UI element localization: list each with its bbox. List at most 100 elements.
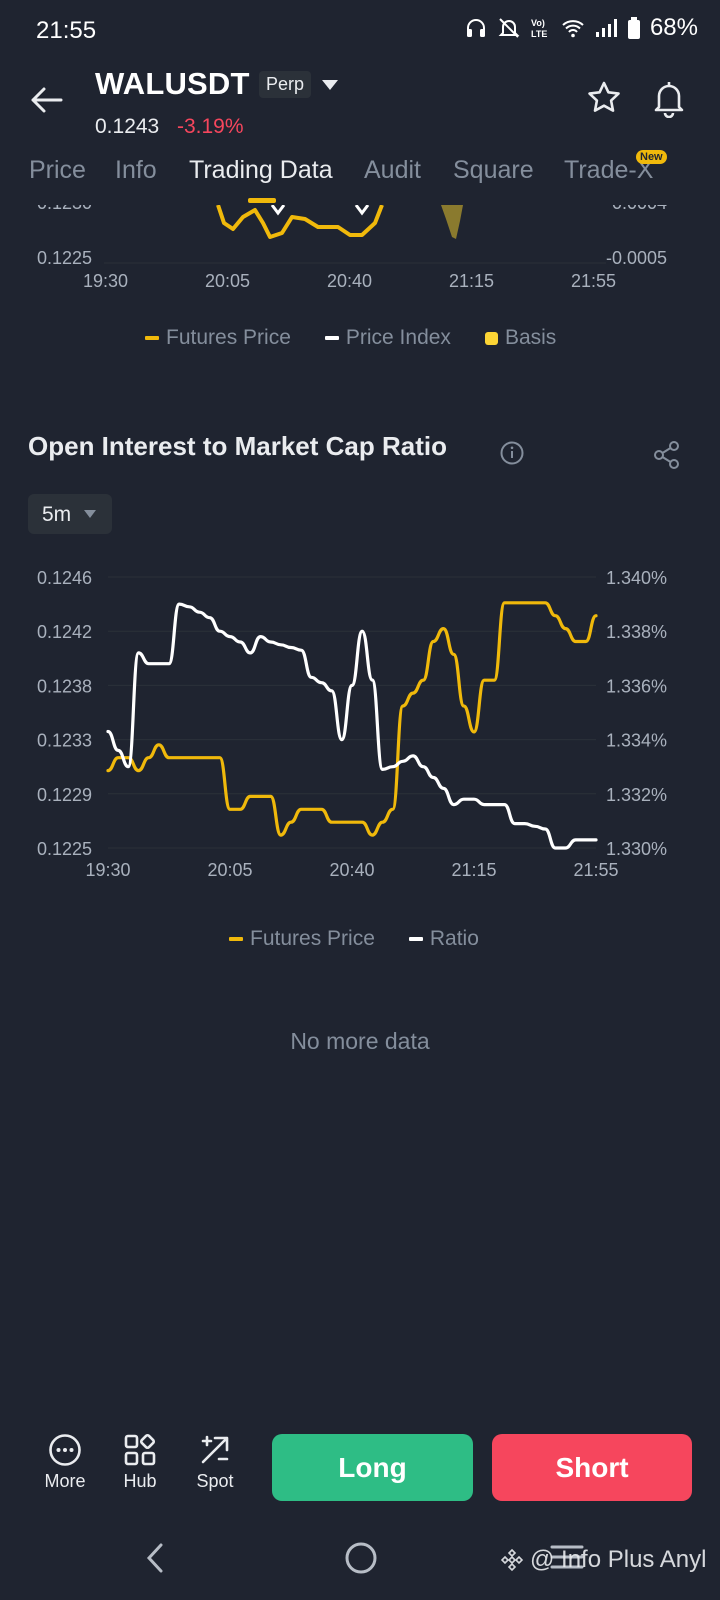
spot-button[interactable]: Spot: [185, 1433, 245, 1492]
nav-recents-button[interactable]: [550, 1541, 584, 1573]
basis-right-tick: -0.0005: [606, 248, 668, 268]
legend-futures-price[interactable]: Futures Price: [229, 927, 375, 951]
long-button[interactable]: Long: [272, 1434, 473, 1501]
y-left-tick: 0.1246: [37, 570, 92, 588]
favorite-button[interactable]: [586, 80, 626, 120]
legend-swatch: [229, 937, 243, 941]
battery-icon: [627, 17, 640, 39]
x-tick: 20:05: [207, 860, 252, 880]
chevron-left-icon: [146, 1543, 163, 1573]
y-right-tick: 1.338%: [606, 622, 667, 642]
x-tick: 21:15: [451, 860, 496, 880]
arrow-left-icon: [31, 87, 63, 113]
oi-legend: Futures Price Ratio: [229, 927, 479, 951]
basis-right-tick: -0.0004: [606, 205, 667, 214]
chevron-down-icon: [84, 510, 96, 518]
tab-square[interactable]: Square: [453, 156, 534, 184]
symbol-dropdown-caret-icon[interactable]: [322, 80, 338, 90]
perp-badge: Perp: [259, 71, 312, 98]
wifi-icon: [562, 20, 584, 38]
hub-label: Hub: [123, 1471, 157, 1491]
interval-select[interactable]: 5m: [28, 494, 112, 534]
hub-button[interactable]: Hub: [110, 1433, 170, 1492]
y-right-tick: 1.332%: [606, 785, 667, 805]
basis-legend: Futures Price Price Index Basis: [145, 326, 556, 350]
basis-chart: 0.1230 0.1225 -0.0004 -0.0005 19:30 20:0…: [0, 205, 720, 305]
section-title: Open Interest to Market Cap Ratio: [28, 431, 447, 461]
y-right-tick: 1.340%: [606, 570, 667, 588]
more-button[interactable]: More: [35, 1433, 95, 1492]
interval-value: 5m: [42, 503, 72, 526]
basis-futures-line: [216, 205, 384, 239]
short-button[interactable]: Short: [492, 1434, 692, 1501]
tab-active-indicator: [248, 198, 276, 203]
spot-label: Spot: [196, 1471, 234, 1491]
status-bar: 21:55 Vo) LTE 68%: [0, 0, 720, 62]
tab-trading-data[interactable]: Trading Data: [189, 156, 333, 184]
x-tick: 21:55: [573, 860, 618, 880]
basis-chart-plot: [104, 205, 606, 264]
series-line-ratio: [106, 602, 598, 850]
oi-chart: 0.1246 1.340% 0.1242 1.338% 0.1238 1.336% 0.12…: [0, 568, 720, 900]
volte-icon: Vo)LTE: [531, 18, 547, 39]
headphones-icon: [466, 19, 485, 37]
basis-index-line: [270, 205, 370, 216]
oi-chart-plot: 0.1246 1.340% 0.1242 1.338% 0.1238 1.336% 0.12…: [37, 568, 667, 880]
x-tick: 19:30: [85, 860, 130, 880]
legend-futures-price[interactable]: Futures Price: [145, 326, 291, 350]
basis-x-tick: 20:05: [205, 271, 251, 291]
legend-swatch: [484, 331, 498, 345]
x-tick: 20:40: [329, 860, 374, 880]
basis-x-tick: 21:55: [571, 271, 617, 291]
y-right-tick: 1.330%: [606, 839, 667, 859]
y-left-tick: 0.1229: [37, 785, 92, 805]
symbol-title[interactable]: WALUSDT: [95, 66, 250, 101]
back-button[interactable]: [22, 80, 70, 120]
svg-text:Vo): Vo): [531, 18, 545, 28]
basis-left-tick: 0.1225: [37, 248, 93, 268]
series-line-futures-price: [106, 601, 598, 837]
grid-hub-icon: [124, 1433, 156, 1466]
legend-swatch: [324, 336, 339, 340]
legend-basis[interactable]: Basis: [484, 326, 556, 350]
tab-audit[interactable]: Audit: [364, 156, 421, 184]
legend-swatch: [145, 336, 159, 340]
y-right-tick: 1.334%: [606, 731, 667, 751]
nav-back-button[interactable]: [140, 1540, 172, 1576]
more-circle-icon: [49, 1434, 81, 1466]
basis-x-tick: 21:15: [449, 271, 495, 291]
status-icons: Vo) LTE 68%: [464, 14, 698, 42]
alert-button[interactable]: [651, 78, 691, 122]
tab-price[interactable]: Price: [29, 156, 86, 184]
y-left-tick: 0.1238: [37, 676, 92, 696]
status-time: 21:55: [36, 17, 97, 44]
watermark: @ Info Plus Anyl: [500, 1546, 706, 1574]
share-icon[interactable]: [652, 440, 682, 470]
spot-arrow-icon: [201, 1435, 229, 1464]
nav-home-button[interactable]: [344, 1541, 378, 1575]
legend-swatch: [408, 937, 423, 941]
basis-x-tick: 19:30: [83, 271, 129, 291]
legend-price-index[interactable]: Price Index: [324, 326, 451, 350]
more-label: More: [44, 1471, 86, 1491]
bell-icon: [654, 82, 684, 119]
no-more-data-text: No more data: [290, 1028, 430, 1054]
last-price: 0.1243: [95, 115, 160, 138]
basis-bar: [441, 205, 463, 239]
legend-ratio[interactable]: Ratio: [408, 927, 479, 951]
y-left-tick: 0.1233: [37, 731, 92, 751]
price-change: -3.19%: [177, 115, 244, 138]
circle-home-icon: [345, 1542, 377, 1574]
info-icon[interactable]: [500, 441, 524, 465]
basis-x-tick: 20:40: [327, 271, 373, 291]
tab-info[interactable]: Info: [115, 156, 157, 184]
y-left-tick: 0.1225: [37, 839, 92, 859]
signal-icon: [595, 19, 617, 37]
star-icon: [588, 81, 620, 112]
mute-bell-icon: [498, 18, 520, 38]
battery-level: 68%: [649, 14, 698, 41]
menu-lines-icon: [550, 1545, 584, 1569]
y-left-tick: 0.1242: [37, 622, 92, 642]
y-right-tick: 1.336%: [606, 676, 667, 696]
svg-text:LTE: LTE: [531, 29, 547, 39]
